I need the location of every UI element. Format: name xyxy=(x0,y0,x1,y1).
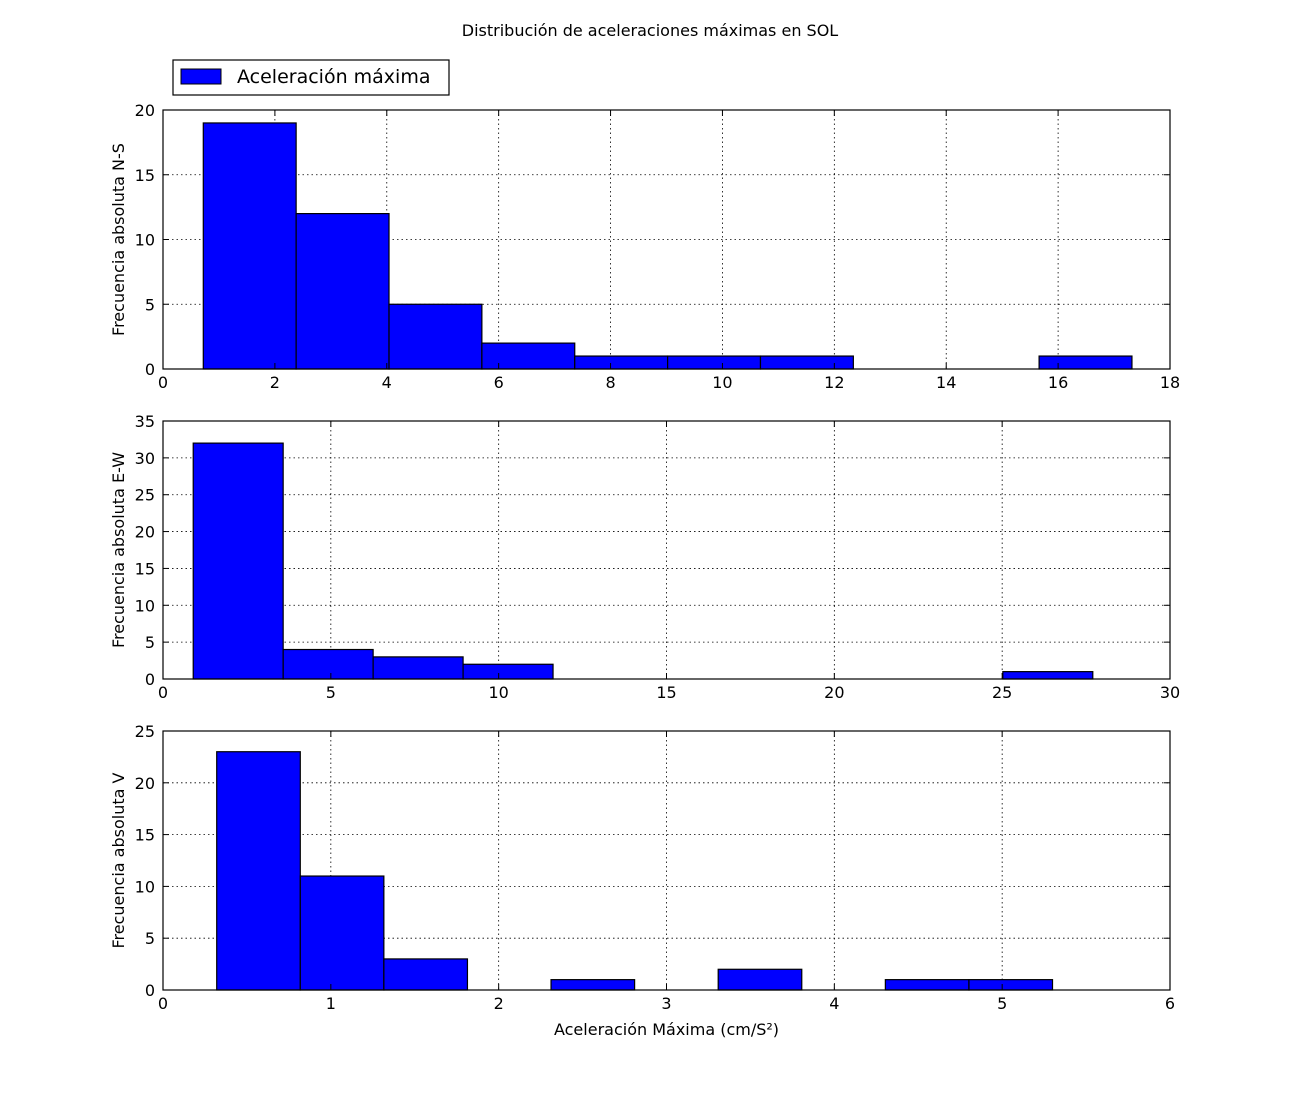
y-axis-label-ew: Frecuencia absoluta E-W xyxy=(109,452,128,648)
x-tick-label-ew: 10 xyxy=(488,683,508,702)
bar-v-bin-1 xyxy=(299,875,385,991)
x-tick-label-ns: 12 xyxy=(824,373,844,392)
panel-ew: 0 5 10 15 20 25 30 0 5 10 15 20 25 30 35 Frecuencia abs… xyxy=(109,412,1180,702)
y-tick-label-v: 25 xyxy=(135,722,155,741)
y-tick-label-ew: 25 xyxy=(135,486,155,505)
x-tick-label-ew: 15 xyxy=(656,683,676,702)
y-tick-label-v: 20 xyxy=(135,774,155,793)
y-axis-label-v: Frecuencia absoluta V xyxy=(109,772,128,948)
bar-ew-bin-1 xyxy=(282,648,374,680)
bar-v-bin-2 xyxy=(383,958,469,991)
y-tick-label-ew: 0 xyxy=(145,670,155,689)
y-tick-label-v: 0 xyxy=(145,981,155,1000)
y-tick-label-ns: 0 xyxy=(145,360,155,379)
y-tick-label-ew: 30 xyxy=(135,449,155,468)
x-tick-label-ns: 4 xyxy=(382,373,392,392)
x-tick-label-ew: 0 xyxy=(158,683,168,702)
legend-label: Aceleración máxima xyxy=(237,66,430,88)
y-tick-label-ns: 5 xyxy=(145,295,155,314)
legend-swatch xyxy=(180,68,222,85)
bar-ns-bin-9 xyxy=(1038,355,1133,370)
y-tick-label-ew: 10 xyxy=(135,596,155,615)
y-tick-label-ew: 15 xyxy=(135,559,155,578)
panel-ns: 0 2 4 6 8 10 12 14 16 18 0 5 10 15 20 Frecuencia absolu… xyxy=(109,101,1180,392)
bar-ew-bin-9 xyxy=(1002,671,1094,680)
y-tick-label-v: 5 xyxy=(145,929,155,948)
bar-ew-bin-3 xyxy=(462,663,554,680)
bar-ns-bin-1 xyxy=(295,213,390,370)
x-tick-label-v: 2 xyxy=(494,994,504,1013)
x-tick-label-ns: 16 xyxy=(1048,373,1068,392)
y-tick-label-v: 15 xyxy=(135,826,155,845)
y-tick-label-v: 10 xyxy=(135,877,155,896)
bar-ns-bin-4 xyxy=(574,355,669,370)
bar-v-bin-9 xyxy=(968,979,1054,991)
x-axis-label: Aceleración Máxima (cm/S²) xyxy=(554,1020,779,1039)
bar-ns-bin-3 xyxy=(481,342,576,370)
bar-ns-bin-0 xyxy=(202,122,297,370)
bar-v-bin-8 xyxy=(884,979,970,991)
y-tick-label-ew: 20 xyxy=(135,523,155,542)
bar-ns-bin-6 xyxy=(759,355,854,370)
y-tick-label-ew: 5 xyxy=(145,633,155,652)
x-tick-label-ns: 14 xyxy=(936,373,956,392)
x-tick-label-ns: 6 xyxy=(494,373,504,392)
x-tick-label-ns: 0 xyxy=(158,373,168,392)
plot-frame-ew xyxy=(162,420,1171,680)
x-tick-label-ew: 20 xyxy=(824,683,844,702)
x-tick-label-v: 3 xyxy=(661,994,671,1013)
x-tick-label-ns: 18 xyxy=(1160,373,1180,392)
bar-ns-bin-5 xyxy=(667,355,762,370)
bar-ew-bin-2 xyxy=(372,656,464,680)
y-tick-label-ns: 20 xyxy=(135,101,155,120)
bar-v-bin-6 xyxy=(717,968,803,991)
x-tick-label-v: 4 xyxy=(829,994,839,1013)
panel-v: 0 1 2 3 4 5 6 0 5 10 15 20 25 Frecuencia absoluta V Ac… xyxy=(109,722,1175,1039)
x-tick-label-ew: 30 xyxy=(1160,683,1180,702)
x-tick-label-ns: 10 xyxy=(712,373,732,392)
legend: Aceleración máxima xyxy=(172,59,450,96)
figure-title: Distribución de aceleraciones máximas en… xyxy=(462,21,839,40)
y-tick-label-ns: 15 xyxy=(135,166,155,185)
y-tick-label-ew: 35 xyxy=(135,412,155,431)
x-tick-label-v: 1 xyxy=(326,994,336,1013)
x-tick-label-v: 0 xyxy=(158,994,168,1013)
x-tick-label-ns: 8 xyxy=(605,373,615,392)
x-tick-label-ns: 2 xyxy=(270,373,280,392)
bar-v-bin-0 xyxy=(216,751,301,991)
y-tick-label-ns: 10 xyxy=(135,231,155,250)
x-tick-label-ew: 5 xyxy=(326,683,336,702)
bar-ew-bin-0 xyxy=(192,442,284,680)
x-tick-label-v: 5 xyxy=(997,994,1007,1013)
x-tick-label-ew: 25 xyxy=(992,683,1012,702)
bar-v-bin-4 xyxy=(550,979,636,991)
x-tick-label-v: 6 xyxy=(1165,994,1175,1013)
y-axis-label-ns: Frecuencia absoluta N-S xyxy=(109,143,128,336)
bar-ns-bin-2 xyxy=(388,303,483,370)
